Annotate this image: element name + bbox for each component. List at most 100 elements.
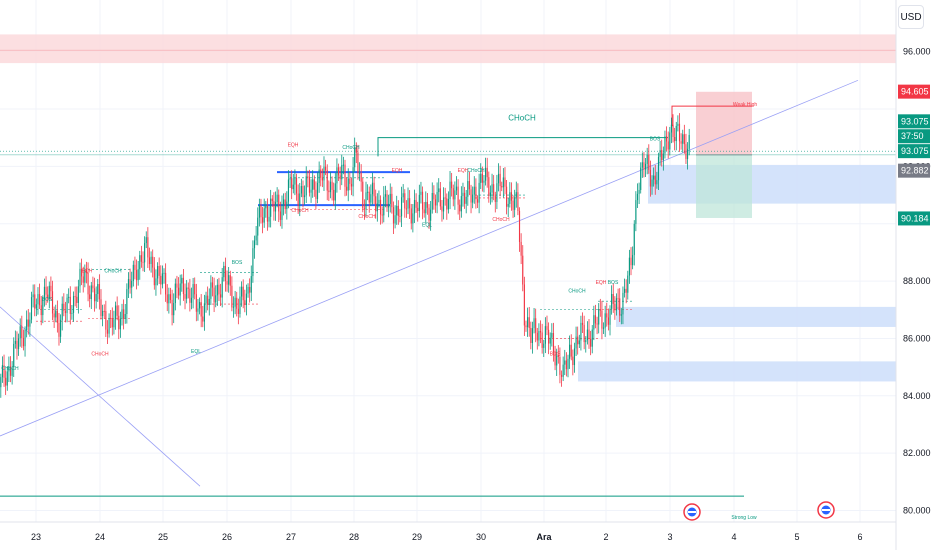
candle-body xyxy=(476,199,479,203)
candle-body xyxy=(457,186,459,205)
candle xyxy=(281,195,283,229)
candle xyxy=(224,257,226,292)
candle-body xyxy=(113,319,115,328)
candle-body xyxy=(82,276,84,283)
currency-button[interactable]: USD xyxy=(898,5,924,29)
candle-body xyxy=(200,302,202,317)
candle-body xyxy=(224,265,226,282)
x-tick-label: 4 xyxy=(731,532,736,542)
candle xyxy=(670,117,672,144)
candle-body xyxy=(61,303,63,320)
candle xyxy=(242,279,244,309)
candle-body xyxy=(670,124,672,133)
candle xyxy=(522,245,524,292)
price-label: 90.184 xyxy=(898,211,930,226)
candle xyxy=(200,294,202,328)
candle-body xyxy=(627,275,629,293)
candle xyxy=(431,182,433,214)
candle-body xyxy=(489,192,491,197)
candle-body xyxy=(496,183,498,202)
candle-body xyxy=(69,296,71,314)
x-tick-label: 27 xyxy=(286,532,296,542)
candle xyxy=(573,342,576,373)
candle xyxy=(363,199,365,220)
candle xyxy=(72,291,75,322)
candle xyxy=(310,179,312,203)
candle-body xyxy=(485,167,487,181)
candle-body xyxy=(270,198,272,217)
candle xyxy=(611,285,613,315)
candle-body xyxy=(596,323,598,325)
candle xyxy=(179,274,181,306)
candle-body xyxy=(176,283,178,288)
candle xyxy=(591,325,593,354)
candle-body xyxy=(572,356,574,366)
candle xyxy=(320,165,322,187)
candle xyxy=(134,256,136,280)
x-tick-label: 24 xyxy=(95,532,105,542)
candle xyxy=(266,198,269,231)
candle xyxy=(241,281,243,307)
candle xyxy=(441,200,443,222)
price-label: 92.882 xyxy=(898,163,930,178)
candle xyxy=(349,172,351,191)
candle xyxy=(455,176,458,195)
candle xyxy=(18,333,20,356)
candle-body xyxy=(95,294,97,302)
candle xyxy=(457,179,459,215)
candle xyxy=(189,278,191,312)
candle xyxy=(528,306,530,337)
candle-body xyxy=(34,294,36,309)
candle xyxy=(371,172,374,205)
candle-body xyxy=(510,192,513,201)
candle-body xyxy=(173,303,175,316)
candle-body xyxy=(544,326,546,344)
candle-body xyxy=(281,205,283,220)
x-tick-label: 29 xyxy=(412,532,422,542)
candle-body xyxy=(357,152,359,173)
price-label: 93.075 xyxy=(898,144,930,159)
candle-body xyxy=(5,377,7,386)
candle-body xyxy=(9,366,12,376)
candle-body xyxy=(415,200,417,208)
candle xyxy=(538,323,540,347)
candle-body xyxy=(8,366,10,372)
candle-body xyxy=(475,186,477,200)
candle xyxy=(486,157,488,188)
candle-body xyxy=(300,186,302,194)
candle xyxy=(509,182,511,208)
candle xyxy=(90,281,92,309)
candle-body xyxy=(237,308,239,314)
candle-body xyxy=(449,181,451,200)
candle-body xyxy=(565,360,567,370)
candle-body xyxy=(590,338,592,347)
candle-body xyxy=(258,205,260,218)
candle-body xyxy=(454,190,456,200)
candle-body xyxy=(236,297,238,309)
candle xyxy=(562,356,564,382)
candle xyxy=(688,128,690,156)
candle xyxy=(444,187,446,206)
candle-body xyxy=(294,177,296,185)
candle xyxy=(368,186,370,213)
candle-body xyxy=(308,176,311,193)
candle-body xyxy=(552,333,555,352)
candle-body xyxy=(40,305,42,316)
candle-body xyxy=(163,272,165,274)
candle xyxy=(315,181,317,210)
candle-body xyxy=(310,189,312,193)
candle-body xyxy=(396,205,398,216)
candle xyxy=(257,207,259,246)
candle xyxy=(97,278,99,302)
candle-body xyxy=(266,206,269,222)
candle-body xyxy=(455,186,458,191)
candle xyxy=(470,184,472,214)
candle-body xyxy=(436,192,438,206)
candle xyxy=(331,176,333,201)
annotation-label: EQH xyxy=(82,268,93,274)
candle-body xyxy=(554,351,556,366)
candle-body xyxy=(68,296,70,298)
candle xyxy=(341,154,343,186)
candle-body xyxy=(649,169,651,187)
